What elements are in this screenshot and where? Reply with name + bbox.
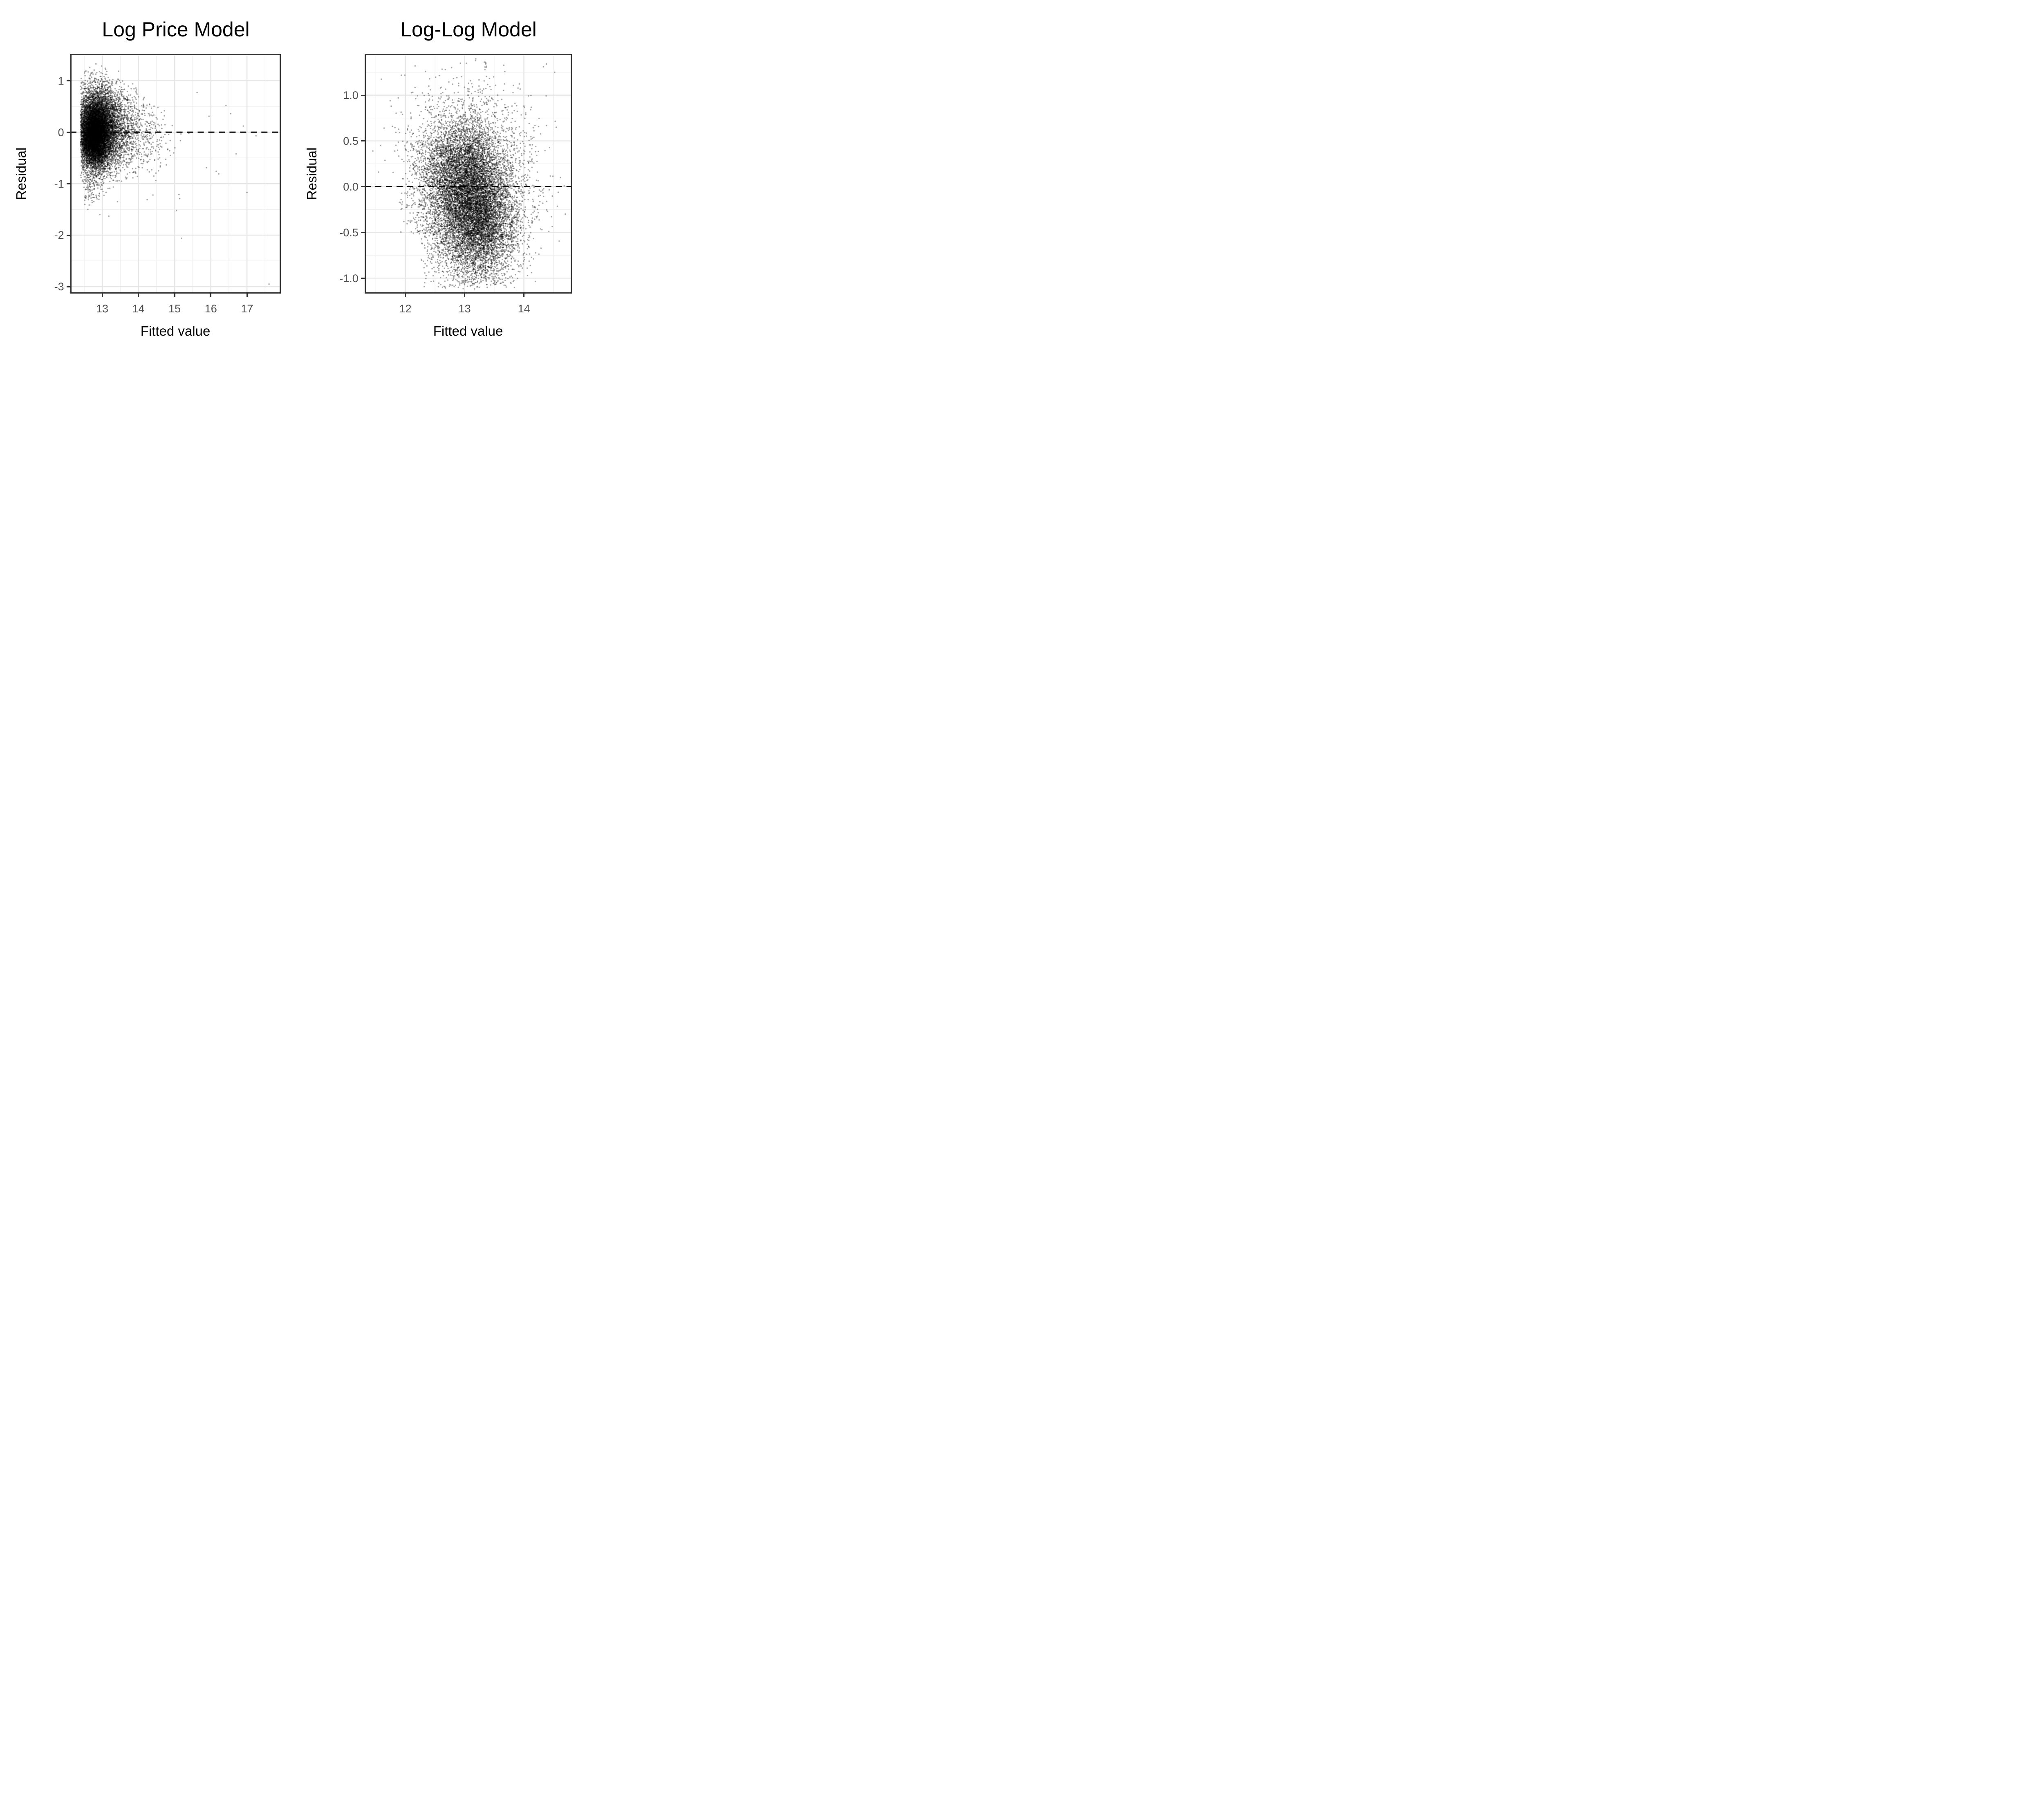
left-x-tick-mark-17 [246,294,248,298]
left-y-tick-mark--1 [66,183,70,185]
right-y-axis-title: Residual [304,147,319,200]
left-plot-title: Log Price Model [102,18,250,41]
right-x-tick-label-12: 12 [399,303,412,315]
left-y-tick-label--1: -1 [54,177,64,190]
left-y-tick-label-0: 0 [58,126,64,139]
right-x-axis-title: Fitted value [433,323,503,339]
left-x-tick-mark-16 [210,294,212,298]
residual-plots-figure: Log Price Model Log-Log Model Residual R… [0,0,589,364]
right-x-tick-label-13: 13 [458,303,471,315]
right-x-tick-mark-13 [464,294,466,298]
right-scatter-canvas [364,54,572,294]
left-x-tick-label-16: 16 [204,303,217,315]
left-x-tick-mark-15 [174,294,175,298]
left-x-tick-label-13: 13 [96,303,109,315]
right-y-tick-mark-0.5 [361,140,365,142]
left-y-tick-mark--3 [66,286,70,287]
right-y-tick-label-0.0: 0.0 [343,180,359,193]
left-y-tick-label-1: 1 [58,74,64,87]
right-plot-title: Log-Log Model [400,18,537,41]
left-x-tick-mark-13 [101,294,103,298]
left-x-axis-title: Fitted value [140,323,211,339]
left-y-tick-mark-0 [66,132,70,133]
right-x-tick-mark-14 [523,294,525,298]
right-y-tick-label--0.5: -0.5 [339,226,359,239]
left-y-tick-mark--2 [66,234,70,236]
right-y-tick-mark--1.0 [361,278,365,279]
right-x-tick-mark-12 [405,294,406,298]
right-y-tick-mark-0.0 [361,186,365,188]
left-scatter-canvas [70,54,281,294]
right-x-tick-label-14: 14 [518,303,530,315]
right-y-tick-label--1.0: -1.0 [339,272,359,285]
left-y-tick-mark-1 [66,80,70,82]
left-x-tick-label-14: 14 [132,303,145,315]
right-y-tick-mark--0.5 [361,232,365,233]
right-y-tick-label-1.0: 1.0 [343,89,359,102]
left-x-tick-label-15: 15 [168,303,181,315]
left-y-tick-label--2: -2 [54,229,64,242]
right-y-tick-label-0.5: 0.5 [343,135,359,147]
right-plot-panel [364,54,572,294]
left-x-tick-mark-14 [138,294,139,298]
left-x-tick-label-17: 17 [241,303,253,315]
left-y-tick-label--3: -3 [54,280,64,293]
left-plot-panel [70,54,281,294]
right-y-tick-mark-1.0 [361,94,365,96]
